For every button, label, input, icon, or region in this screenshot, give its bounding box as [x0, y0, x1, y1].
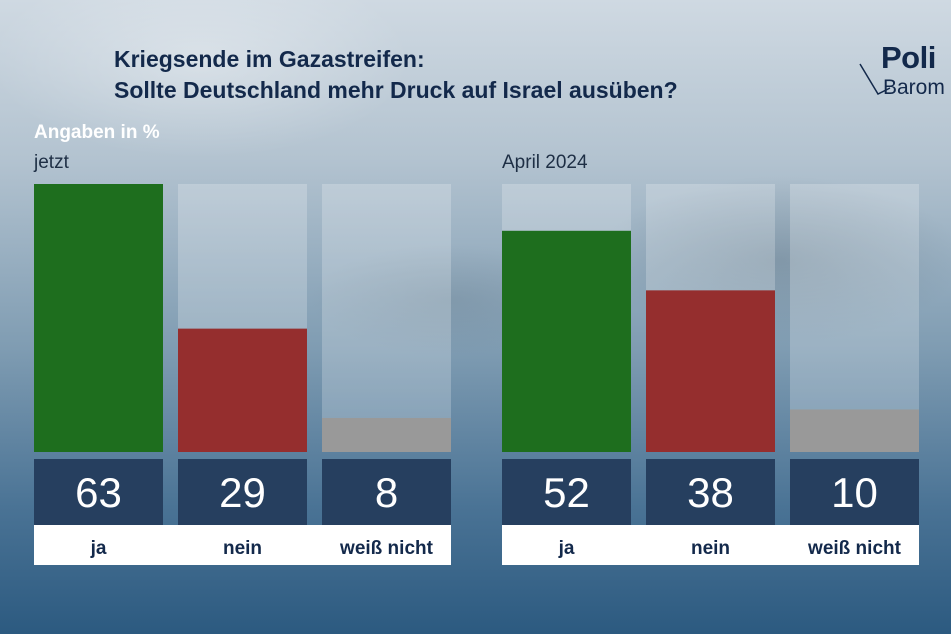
- category-label: nein: [223, 538, 262, 559]
- category-box: [646, 525, 790, 565]
- bar-nein: [178, 328, 307, 452]
- bar-weiss-nicht: [322, 417, 451, 452]
- bars-layer: 63 ja 29 nein 8 weiß nicht 52 ja 38 nein 10 weiß ni…: [34, 184, 919, 565]
- category-box: [34, 525, 178, 565]
- value-box: [502, 459, 631, 525]
- value-box: [322, 459, 451, 525]
- logo-line-2: Barom: [883, 76, 945, 99]
- category-label: weiß nicht: [807, 538, 902, 559]
- value-box: [646, 459, 775, 525]
- category-label: nein: [691, 538, 730, 559]
- bar-track: [790, 184, 919, 452]
- panel-label-april-2024: April 2024: [502, 152, 588, 173]
- bar-group-0-weiss-nicht: 8 weiß nicht: [322, 184, 451, 565]
- bar-ja: [34, 184, 163, 452]
- data-label: 52: [543, 469, 590, 516]
- logo-line-1: Poli: [881, 40, 936, 75]
- bar-group-0-nein: 29 nein: [178, 184, 322, 565]
- category-label: ja: [90, 538, 107, 559]
- data-label: 63: [75, 469, 122, 516]
- category-box: [178, 525, 322, 565]
- value-box: [34, 459, 163, 525]
- data-label: 10: [831, 469, 878, 516]
- category-box: [790, 525, 919, 565]
- title-line-1: Kriegsende im Gazastreifen:: [114, 46, 425, 72]
- bar-ja: [502, 230, 631, 452]
- bar-group-1-nein: 38 nein: [646, 184, 790, 565]
- bar-group-1-weiss-nicht: 10 weiß nicht: [790, 184, 919, 565]
- unit-label: Angaben in %: [34, 122, 160, 143]
- bar-nein: [646, 290, 775, 452]
- politbarometer-logo: Poli Barom: [858, 40, 951, 130]
- bar-group-1-ja: 52 ja: [502, 184, 646, 565]
- bar-weiss-nicht: [790, 409, 919, 452]
- category-label: weiß nicht: [339, 538, 434, 559]
- bar-group-0-ja: 63 ja: [34, 184, 178, 565]
- data-label: 29: [219, 469, 266, 516]
- category-box: [502, 525, 646, 565]
- value-box: [790, 459, 919, 525]
- data-label: 8: [375, 469, 398, 516]
- data-label: 38: [687, 469, 734, 516]
- category-box: [322, 525, 451, 565]
- title-line-2: Sollte Deutschland mehr Druck auf Israel…: [114, 77, 678, 103]
- panel-label-jetzt: jetzt: [34, 152, 69, 173]
- category-label: ja: [558, 538, 575, 559]
- value-box: [178, 459, 307, 525]
- logo-check-mark: [859, 63, 891, 95]
- bar-track: [322, 184, 451, 452]
- chart-title: Kriegsende im Gazastreifen: Sollte Deuts…: [114, 44, 678, 106]
